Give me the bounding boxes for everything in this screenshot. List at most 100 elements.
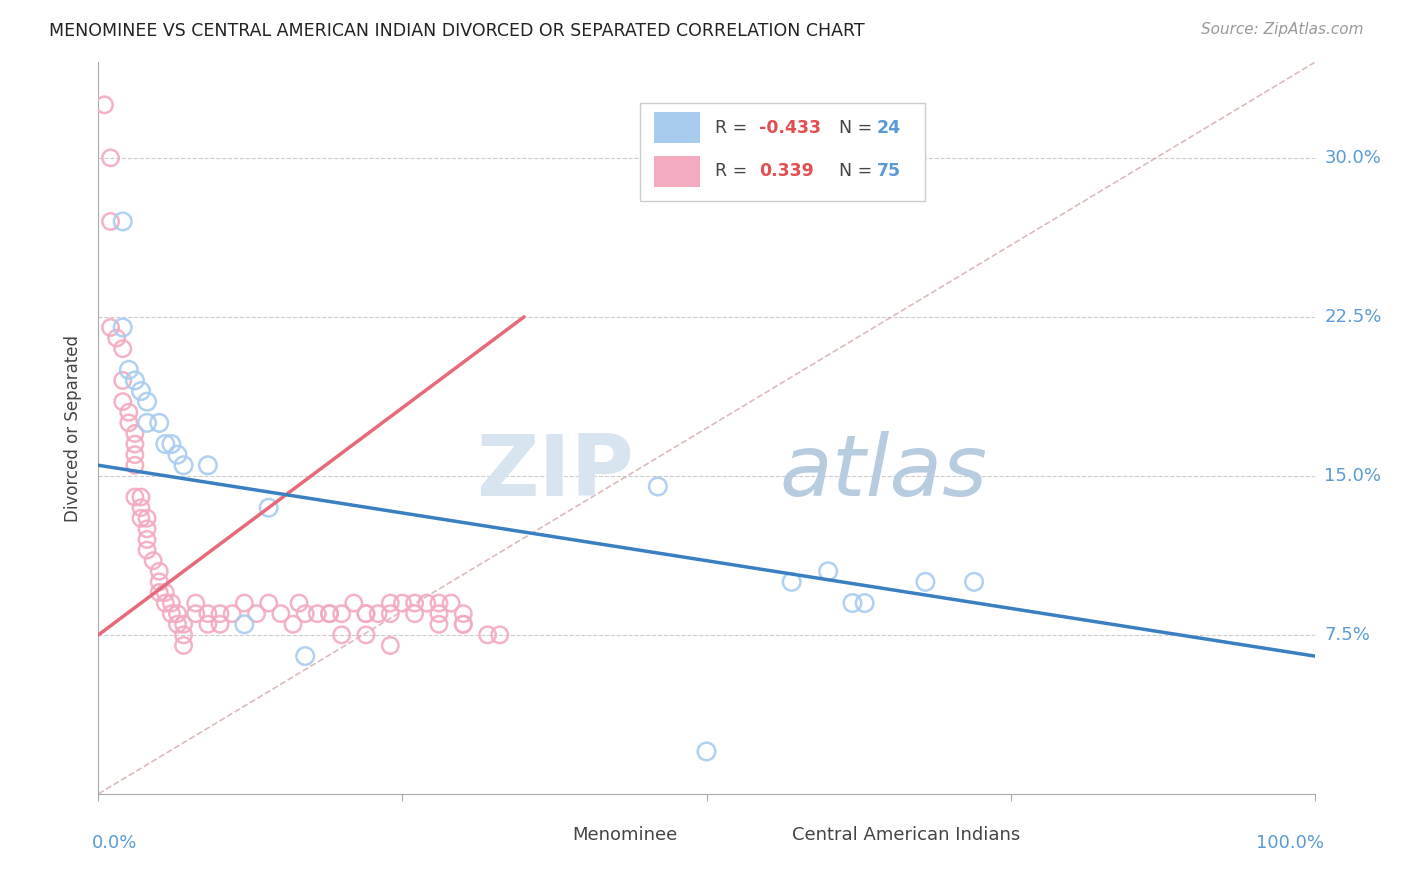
Point	[111, 320, 134, 334]
Text: Central American Indians: Central American Indians	[792, 826, 1019, 844]
Point	[404, 596, 426, 610]
Bar	[530, 823, 564, 847]
Text: 30.0%: 30.0%	[1324, 149, 1381, 167]
Point	[129, 511, 152, 525]
Point	[307, 607, 329, 621]
Point	[914, 574, 936, 589]
Point	[173, 458, 195, 473]
Point	[209, 607, 232, 621]
Point	[124, 374, 146, 388]
Point	[136, 416, 159, 430]
Point	[416, 596, 439, 610]
Point	[453, 617, 475, 632]
Point	[105, 331, 128, 345]
Point	[118, 363, 141, 377]
Text: -0.433: -0.433	[759, 119, 821, 136]
Point	[354, 607, 377, 621]
Point	[453, 607, 475, 621]
Bar	[654, 112, 700, 143]
Point	[166, 617, 188, 632]
Text: 22.5%: 22.5%	[1324, 308, 1382, 326]
Point	[136, 543, 159, 558]
Text: R =: R =	[716, 162, 758, 180]
Point	[245, 607, 267, 621]
Point	[142, 554, 165, 568]
Point	[124, 490, 146, 504]
Point	[354, 607, 377, 621]
Point	[166, 607, 188, 621]
Point	[404, 607, 426, 621]
Point	[160, 437, 183, 451]
Point	[841, 596, 863, 610]
Point	[427, 596, 450, 610]
Point	[148, 585, 170, 599]
Text: 75: 75	[877, 162, 901, 180]
Text: Menominee: Menominee	[572, 826, 678, 844]
Point	[155, 596, 177, 610]
Text: 0.0%: 0.0%	[93, 834, 138, 852]
Point	[817, 564, 839, 578]
Point	[136, 511, 159, 525]
Bar	[654, 156, 700, 186]
Text: 0.339: 0.339	[759, 162, 814, 180]
Point	[453, 617, 475, 632]
Point	[963, 574, 986, 589]
Bar	[749, 823, 783, 847]
Point	[100, 214, 122, 228]
Point	[281, 617, 304, 632]
Point	[100, 151, 122, 165]
Text: N =: N =	[828, 162, 877, 180]
Point	[173, 639, 195, 653]
Point	[197, 617, 219, 632]
Point	[124, 458, 146, 473]
Point	[221, 607, 243, 621]
Point	[427, 617, 450, 632]
Text: atlas: atlas	[779, 431, 987, 514]
Point	[148, 574, 170, 589]
Y-axis label: Divorced or Separated: Divorced or Separated	[65, 334, 83, 522]
Point	[136, 522, 159, 536]
Point	[124, 426, 146, 441]
Point	[209, 617, 232, 632]
Point	[343, 596, 366, 610]
Point	[233, 617, 256, 632]
Point	[197, 458, 219, 473]
Point	[111, 394, 134, 409]
Point	[148, 416, 170, 430]
Point	[233, 596, 256, 610]
Point	[318, 607, 340, 621]
Point	[330, 607, 353, 621]
Text: Source: ZipAtlas.com: Source: ZipAtlas.com	[1201, 22, 1364, 37]
Text: MENOMINEE VS CENTRAL AMERICAN INDIAN DIVORCED OR SEPARATED CORRELATION CHART: MENOMINEE VS CENTRAL AMERICAN INDIAN DIV…	[49, 22, 865, 40]
Point	[129, 384, 152, 398]
Point	[257, 500, 280, 515]
Point	[197, 607, 219, 621]
Point	[160, 596, 183, 610]
Point	[111, 374, 134, 388]
Point	[111, 342, 134, 356]
Point	[257, 596, 280, 610]
Point	[160, 607, 183, 621]
Point	[129, 490, 152, 504]
Point	[155, 437, 177, 451]
Text: ZIP: ZIP	[475, 431, 634, 514]
Text: 15.0%: 15.0%	[1324, 467, 1381, 485]
Point	[155, 585, 177, 599]
Point	[136, 533, 159, 547]
Point	[173, 628, 195, 642]
Point	[477, 628, 499, 642]
FancyBboxPatch shape	[640, 103, 925, 202]
Point	[184, 596, 207, 610]
Point	[427, 607, 450, 621]
Point	[294, 607, 316, 621]
Text: 100.0%: 100.0%	[1257, 834, 1324, 852]
Point	[118, 416, 141, 430]
Point	[354, 628, 377, 642]
Point	[380, 639, 402, 653]
Point	[124, 448, 146, 462]
Text: 7.5%: 7.5%	[1324, 626, 1371, 644]
Point	[166, 448, 188, 462]
Point	[129, 500, 152, 515]
Point	[173, 617, 195, 632]
Point	[853, 596, 876, 610]
